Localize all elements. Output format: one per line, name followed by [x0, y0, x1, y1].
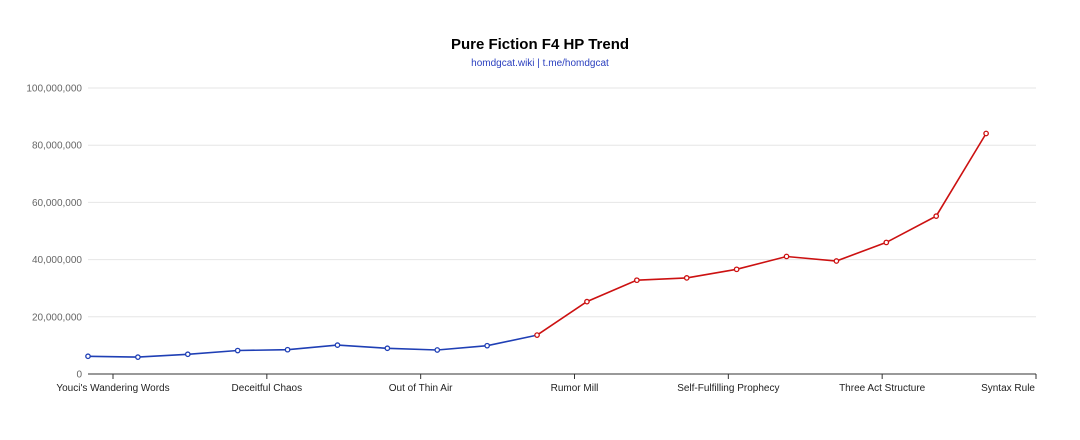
- y-tick-label: 80,000,000: [32, 141, 82, 152]
- data-point[interactable]: [933, 213, 940, 219]
- data-point[interactable]: [983, 130, 989, 137]
- data-point[interactable]: [135, 354, 141, 360]
- chart-title: Pure Fiction F4 HP Trend: [450, 36, 630, 53]
- x-tick-label: Rumor Mill: [551, 383, 599, 394]
- x-tick-label: Youci's Wandering Words: [56, 383, 169, 394]
- data-point[interactable]: [284, 346, 291, 353]
- data-point[interactable]: [384, 345, 391, 352]
- chart-subtitle[interactable]: homdgcat.wiki | t.me/homdgcat: [471, 58, 609, 69]
- x-tick-label: Out of Thin Air: [389, 383, 453, 394]
- y-tick-label: 100,000,000: [26, 84, 82, 95]
- data-point[interactable]: [184, 351, 191, 358]
- data-point[interactable]: [334, 342, 341, 348]
- data-point[interactable]: [434, 347, 441, 353]
- data-point[interactable]: [234, 347, 241, 354]
- data-point[interactable]: [733, 266, 740, 273]
- data-point[interactable]: [833, 258, 840, 264]
- x-tick-label: Self-Fulfilling Prophecy: [677, 383, 779, 394]
- x-tick-label: Deceitful Chaos: [232, 383, 303, 394]
- y-tick-label: 40,000,000: [32, 255, 82, 266]
- series-line: [87, 334, 538, 358]
- data-point[interactable]: [883, 239, 890, 246]
- data-point[interactable]: [783, 253, 790, 260]
- data-point[interactable]: [633, 277, 640, 284]
- data-point[interactable]: [484, 342, 491, 349]
- x-tick-label: Three Act Structure: [839, 383, 926, 394]
- data-point[interactable]: [85, 353, 91, 360]
- y-tick-label: 20,000,000: [32, 312, 82, 323]
- data-point[interactable]: [534, 332, 540, 338]
- data-point[interactable]: [584, 298, 590, 305]
- x-tick-label: Syntax Rule: [981, 383, 1035, 394]
- y-tick-label: 60,000,000: [32, 198, 82, 209]
- series-line: [536, 133, 987, 336]
- data-point[interactable]: [683, 275, 690, 281]
- y-tick-label: 0: [76, 370, 82, 381]
